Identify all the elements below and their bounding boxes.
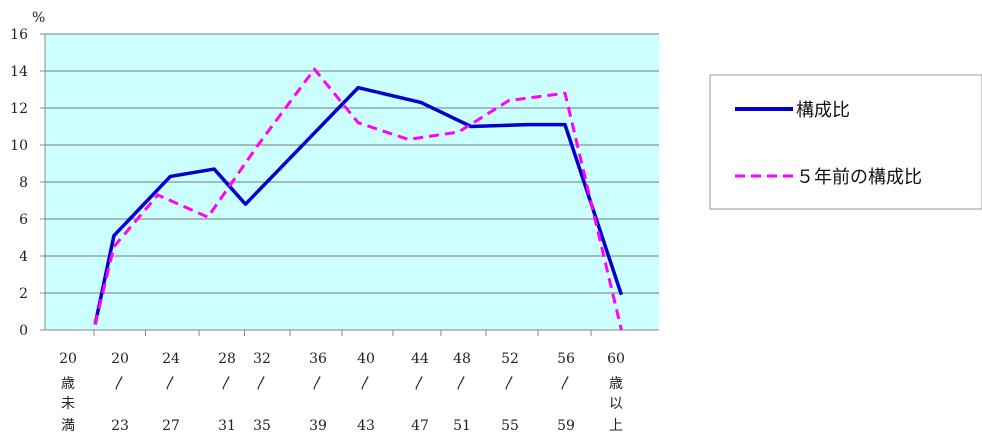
category-label-part: 歳: [609, 376, 623, 392]
category-label-part: 〳: [455, 376, 469, 392]
legend-label-previous: ５年前の構成比: [796, 167, 922, 188]
category-label-part: 〳: [359, 376, 373, 392]
series-layer: [93, 67, 624, 331]
y-tick-label: 12: [10, 101, 28, 117]
series-line-current: [93, 85, 624, 325]
category-label-part: 〳: [113, 376, 127, 392]
category-label-part: 〳: [255, 376, 269, 392]
category-label: 44 〳 47: [411, 351, 429, 434]
category-label-part: 32: [253, 351, 271, 367]
y-tick-label: 8: [19, 175, 28, 191]
category-label: 24 〳 27: [162, 351, 180, 434]
category-label-part: 23: [111, 418, 129, 434]
category-label-part: 〳: [311, 376, 325, 392]
category-label: 48 〳 51: [453, 351, 471, 434]
category-label-part: 56: [557, 351, 575, 367]
category-label-part: 〳: [164, 376, 178, 392]
category-label-part: 以: [609, 396, 623, 412]
y-axis-tick-labels: 0 2 4 6 8 10 12 14 16: [10, 27, 28, 339]
category-label-part: 上: [609, 418, 623, 434]
category-label-part: 44: [411, 351, 429, 367]
category-label-part: 27: [162, 418, 180, 434]
category-label-part: 20: [111, 351, 129, 367]
plot-area: [40, 33, 659, 336]
legend: 構成比 ５年前の構成比: [709, 74, 982, 210]
category-label-part: 48: [453, 351, 471, 367]
y-tick-label: 4: [19, 249, 28, 265]
category-label: 20 〳 23: [111, 351, 129, 434]
category-label: 32 〳 35: [253, 351, 271, 434]
category-label-part: 28: [218, 351, 236, 367]
category-label: 36 〳 39: [309, 351, 327, 434]
category-label-part: 55: [501, 418, 519, 434]
category-label: 52 〳 55: [501, 351, 519, 434]
category-label-part: 52: [501, 351, 519, 367]
y-tick-label: 0: [19, 323, 28, 339]
y-tick-label: 10: [10, 138, 28, 154]
gridlines: [40, 33, 659, 331]
category-label-part: 59: [557, 418, 575, 434]
category-label-part: 31: [218, 418, 236, 434]
category-label-part: 満: [61, 418, 75, 434]
category-label-part: 60: [607, 351, 625, 367]
category-label-part: 47: [411, 418, 429, 434]
legend-label-current: 構成比: [796, 100, 850, 121]
category-label: 20 歳未満: [59, 351, 77, 434]
category-label-part: 〳: [503, 376, 517, 392]
category-label: 60 歳以上: [607, 351, 625, 434]
x-axis-ticks: [93, 330, 592, 336]
category-label-part: 歳: [61, 376, 75, 392]
category-label-part: 36: [309, 351, 327, 367]
category-label-part: 20: [59, 351, 77, 367]
category-label: 56 〳 59: [557, 351, 575, 434]
category-label: 40 〳 43: [357, 351, 375, 434]
series-line-previous: [93, 67, 623, 331]
x-axis-tick-labels: 20歳未満20〳2324〳2728〳3132〳3536〳3940〳4344〳47…: [59, 351, 625, 434]
y-axis-unit: %: [32, 10, 45, 26]
category-label-part: 35: [253, 418, 271, 434]
category-label-part: 43: [357, 418, 375, 434]
y-tick-label: 16: [10, 27, 28, 43]
y-tick-label: 2: [19, 286, 28, 302]
y-tick-label: 6: [19, 212, 28, 228]
category-label-part: 39: [309, 418, 327, 434]
category-label-part: 40: [357, 351, 375, 367]
category-label-part: 〳: [413, 376, 427, 392]
category-label-part: 〳: [220, 376, 234, 392]
category-label-part: 未: [61, 396, 75, 412]
category-label: 28 〳 31: [218, 351, 236, 434]
y-tick-label: 14: [10, 64, 28, 80]
category-label-part: 51: [453, 418, 471, 434]
legend-box: [709, 74, 982, 210]
category-label-part: 〳: [559, 376, 573, 392]
category-label-part: 24: [162, 351, 180, 367]
